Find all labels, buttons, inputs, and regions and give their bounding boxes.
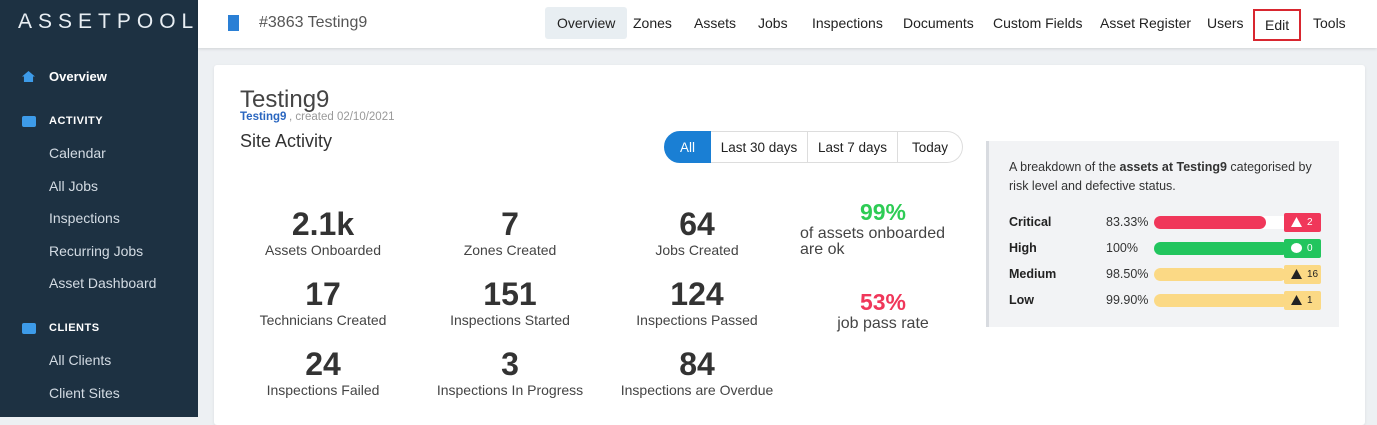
stat-value: 151: [483, 276, 537, 312]
risk-percent: 99.90%: [1106, 293, 1149, 307]
intro-text: A breakdown of the: [1009, 160, 1120, 174]
highlight-label: job pass rate: [837, 315, 929, 332]
nav-tab[interactable]: Users: [1207, 15, 1244, 31]
breakdown-panel: A breakdown of the assets at Testing9 ca…: [986, 141, 1339, 327]
subtitle-link[interactable]: Testing9: [240, 111, 287, 123]
nav-link[interactable]: Recurring Jobs: [49, 242, 144, 259]
badge-count: 16: [1307, 269, 1319, 280]
site-icon: [228, 15, 239, 31]
stat-label: Inspections Failed: [266, 382, 380, 398]
nav-link[interactable]: All Jobs: [49, 177, 99, 194]
badge-icon: [1291, 243, 1302, 253]
page-title: Testing9: [240, 86, 330, 113]
section-title: CLIENTS: [49, 322, 100, 334]
badge-count: 1: [1307, 295, 1313, 306]
stat-value: 84: [679, 346, 715, 382]
nav-tab[interactable]: Asset Register: [1100, 15, 1192, 31]
home-icon: [22, 71, 35, 82]
filter-button[interactable]: Today: [898, 131, 963, 163]
intro-text: categorised by risk level and defective …: [1009, 160, 1312, 193]
risk-bar: [1154, 242, 1289, 255]
risk-bar: [1154, 294, 1289, 307]
stat-label: Assets Onboarded: [265, 242, 381, 258]
nav-tab[interactable]: Jobs: [758, 15, 788, 31]
section-title: ACTIVITY: [49, 115, 104, 127]
section-icon: [22, 116, 36, 127]
nav-tab[interactable]: Zones: [633, 15, 672, 31]
site-name: #3863 Testing9: [259, 14, 368, 31]
risk-level: Medium: [1009, 267, 1057, 281]
badge-icon: [1291, 269, 1302, 279]
nav-link[interactable]: Asset Dashboard: [49, 275, 157, 292]
risk-badge: 0: [1284, 239, 1321, 258]
stat-label: Inspections Started: [450, 312, 570, 328]
filter-button[interactable]: Last 30 days: [711, 131, 808, 163]
nav-link[interactable]: All Clients: [49, 352, 112, 368]
stat-label: Jobs Created: [655, 242, 739, 258]
topbar: #3863 Testing9 Overview Zones Assets Jobs Ins…: [198, 0, 1377, 48]
section-icon: [22, 323, 36, 334]
highlight-value: 53%: [859, 289, 907, 315]
stat-value: 64: [679, 206, 715, 242]
risk-level: Low: [1009, 293, 1034, 307]
risk-badge: 16: [1284, 265, 1321, 284]
badge-icon: [1291, 217, 1302, 227]
nav-tab[interactable]: Overview: [545, 7, 628, 39]
nav-tab[interactable]: Documents: [903, 15, 974, 31]
filter-button[interactable]: Last 7 days: [808, 131, 898, 163]
stat-label: Technicians Created: [259, 312, 387, 328]
stat-label: Inspections Passed: [636, 312, 758, 328]
breakdown-intro: A breakdown of the assets at Testing9 ca…: [1009, 158, 1329, 196]
nav-tab[interactable]: Edit: [1253, 9, 1302, 41]
section-heading: Site Activity: [240, 131, 333, 151]
risk-badge: 2: [1284, 213, 1321, 232]
badge-count: 2: [1307, 217, 1313, 228]
site-card: Testing9 Testing9, created 02/10/2021 Site…: [214, 65, 1365, 425]
highlight-value: 99%: [859, 199, 907, 225]
risk-percent: 83.33%: [1106, 215, 1149, 229]
filter-button[interactable]: All: [664, 131, 711, 163]
risk-percent: 100%: [1106, 241, 1138, 255]
highlight-label: of assets onboarded are ok: [800, 225, 945, 258]
nav-tab[interactable]: Inspections: [812, 15, 883, 31]
badge-count: 0: [1307, 243, 1313, 254]
nav-link[interactable]: Client Sites: [49, 384, 120, 401]
nav-link[interactable]: Overview: [49, 69, 107, 84]
nav-tab[interactable]: Tools: [1313, 15, 1346, 31]
sidebar: ASSETPOOL. Overview ACTIVITY Calendar All Jo…: [0, 0, 205, 417]
risk-level: High: [1009, 241, 1037, 255]
stat-value: 124: [670, 276, 724, 312]
badge-icon: [1291, 295, 1302, 305]
subtitle-rest: , created 02/10/2021: [289, 111, 395, 123]
intro-text: assets at Testing9: [1119, 160, 1227, 174]
stat-value: 2.1k: [291, 206, 355, 242]
risk-badge: 1: [1284, 291, 1321, 310]
risk-bar: [1154, 268, 1287, 281]
stat-value: 17: [305, 276, 341, 312]
risk-percent: 98.50%: [1106, 267, 1149, 281]
stat-value: 3: [501, 346, 519, 382]
nav-tab[interactable]: Assets: [694, 15, 737, 31]
risk-level: Critical: [1009, 215, 1052, 229]
nav-tab[interactable]: Custom Fields: [993, 15, 1083, 31]
risk-bar: [1154, 216, 1267, 229]
stat-value: 24: [305, 346, 341, 382]
stat-value: 7: [501, 206, 519, 242]
nav-link[interactable]: Inspections: [49, 210, 120, 227]
nav-link[interactable]: Calendar: [49, 145, 106, 161]
stat-label: Zones Created: [463, 242, 557, 258]
stat-label: Inspections are Overdue: [620, 382, 774, 398]
stat-label: Inspections In Progress: [436, 382, 584, 398]
brand-logo: ASSETPOOL.: [18, 10, 212, 33]
